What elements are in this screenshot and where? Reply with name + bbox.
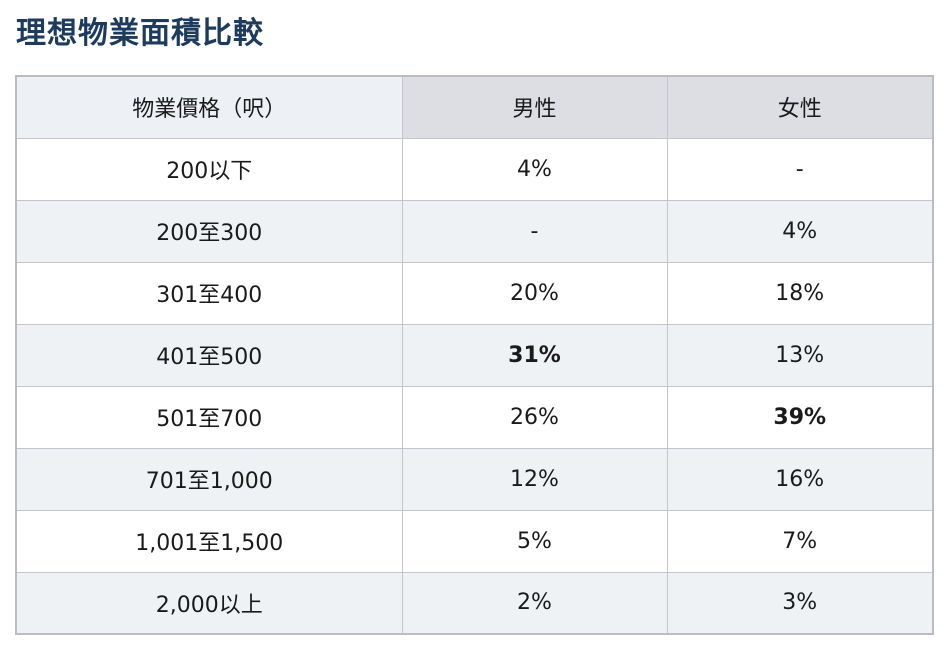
cell-female-percent: - bbox=[666, 137, 934, 201]
table-row: 501至700 26% 39% bbox=[15, 385, 934, 449]
table-row: 1,001至1,500 5% 7% bbox=[15, 509, 934, 573]
property-area-comparison-table: 物業價格（呎） 男性 女性 200以下 4% -200至300-4% 301至400 2… bbox=[15, 75, 934, 635]
cell-male-percent: 12% bbox=[401, 447, 668, 511]
table-body: 200以下 4% -200至300-4% 301至400 20% 18% 401至500 31… bbox=[15, 137, 934, 635]
header-female: 女性 bbox=[666, 75, 934, 139]
table-header-row: 物業價格（呎） 男性 女性 bbox=[15, 75, 934, 139]
cell-price-range: 501至700 bbox=[15, 385, 403, 449]
cell-female-percent: 18% bbox=[666, 261, 934, 325]
cell-price-range: 2,000以上 bbox=[15, 571, 403, 635]
cell-male-percent: 4% bbox=[401, 137, 668, 201]
table-row: 701至1,000 12% 16% bbox=[15, 447, 934, 511]
cell-price-range: 200以下 bbox=[15, 137, 403, 201]
cell-price-range: 701至1,000 bbox=[15, 447, 403, 511]
cell-male-percent: 2% bbox=[401, 571, 668, 635]
table-row: 200以下 4% - bbox=[15, 137, 934, 201]
cell-male-percent: 20% bbox=[401, 261, 668, 325]
cell-female-percent: 7% bbox=[666, 509, 934, 573]
table-row: 401至500 31% 13% bbox=[15, 323, 934, 387]
table-row: 2,000以上 2% 3% bbox=[15, 571, 934, 635]
cell-female-percent: 39% bbox=[666, 385, 934, 449]
table-row: 301至400 20% 18% bbox=[15, 261, 934, 325]
cell-female-percent: 13% bbox=[666, 323, 934, 387]
cell-male-percent: - bbox=[401, 199, 668, 263]
cell-price-range: 401至500 bbox=[15, 323, 403, 387]
cell-male-percent: 5% bbox=[401, 509, 668, 573]
cell-price-range: 200至300 bbox=[15, 199, 403, 263]
cell-female-percent: 3% bbox=[666, 571, 934, 635]
page-title: 理想物業面積比較 bbox=[16, 16, 264, 51]
cell-price-range: 1,001至1,500 bbox=[15, 509, 403, 573]
header-property-price: 物業價格（呎） bbox=[15, 75, 403, 139]
table-row: 200至300-4% bbox=[15, 199, 934, 263]
cell-female-percent: 4% bbox=[666, 199, 934, 263]
header-male: 男性 bbox=[401, 75, 668, 139]
cell-male-percent: 26% bbox=[401, 385, 668, 449]
cell-male-percent: 31% bbox=[401, 323, 668, 387]
cell-price-range: 301至400 bbox=[15, 261, 403, 325]
cell-female-percent: 16% bbox=[666, 447, 934, 511]
